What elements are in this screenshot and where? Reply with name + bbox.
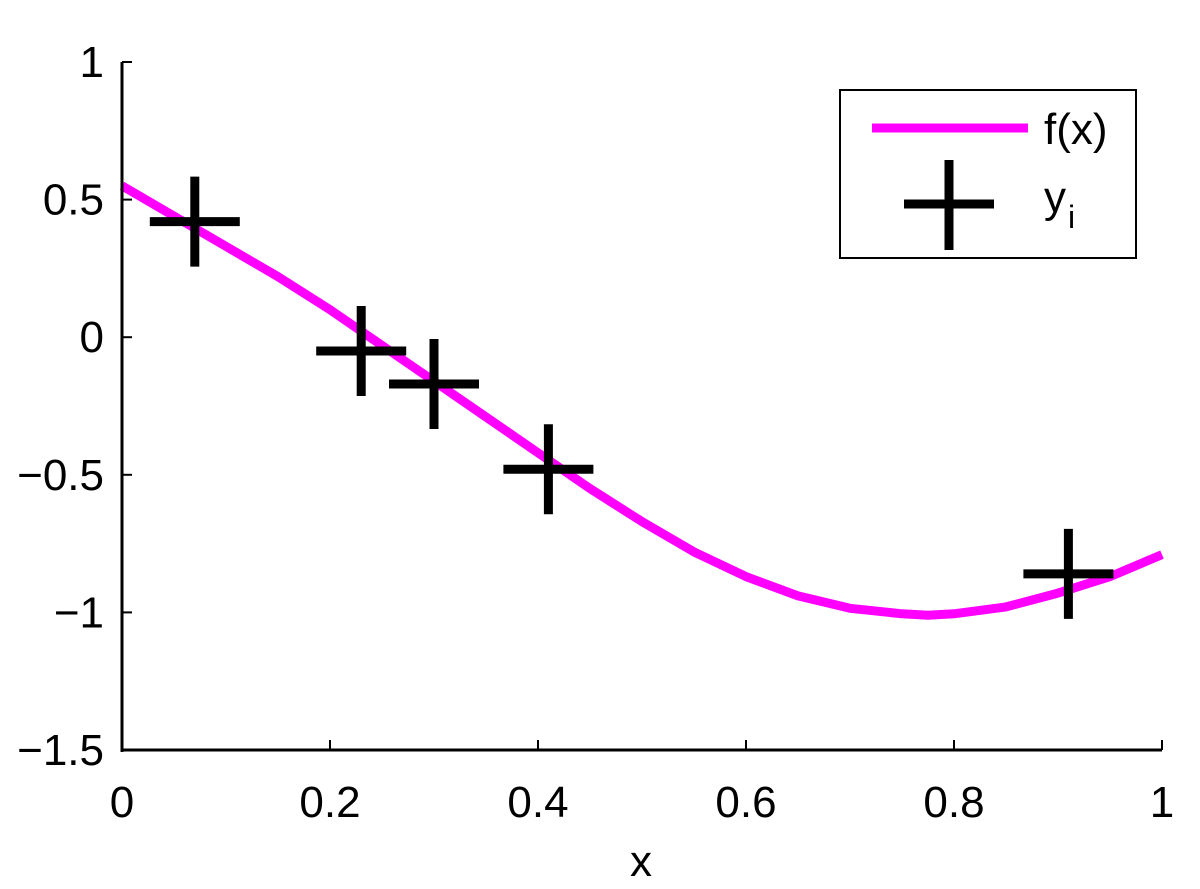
y-tick-label: 0.5 [43, 176, 104, 225]
data-point-marker [503, 424, 594, 515]
legend-box [839, 89, 1137, 259]
y-tick-label: 0 [80, 313, 104, 362]
plot-area [119, 176, 1164, 620]
x-axis-title: x [630, 837, 652, 886]
legend: f(x) yi [839, 89, 1137, 259]
x-tick-label: 0.2 [299, 778, 360, 827]
legend-label-fx: f(x) [1044, 105, 1108, 154]
y-tick-label: −1.5 [17, 726, 104, 775]
x-tick-label: 1 [1150, 778, 1174, 827]
series-line-fx [119, 181, 1164, 620]
y-tick-label: 1 [80, 38, 104, 87]
y-tick-label: −0.5 [17, 451, 104, 500]
x-tick-label: 0.8 [923, 778, 984, 827]
x-tick-label: 0.6 [715, 778, 776, 827]
y-tick-label: −1 [54, 588, 104, 637]
legend-label-yi: yi [1044, 173, 1075, 235]
data-point-marker [389, 338, 479, 429]
x-tick-label: 0 [110, 778, 134, 827]
data-point-marker [149, 176, 240, 267]
x-tick-label: 0.4 [507, 778, 568, 827]
data-point-marker [1023, 528, 1114, 619]
axes [120, 62, 1162, 752]
data-point-marker [316, 305, 407, 396]
ticks-layer: 0 0.2 0.4 0.6 0.8 1 1 0.5 0 −0.5 −1 −1.5 [17, 38, 1174, 827]
